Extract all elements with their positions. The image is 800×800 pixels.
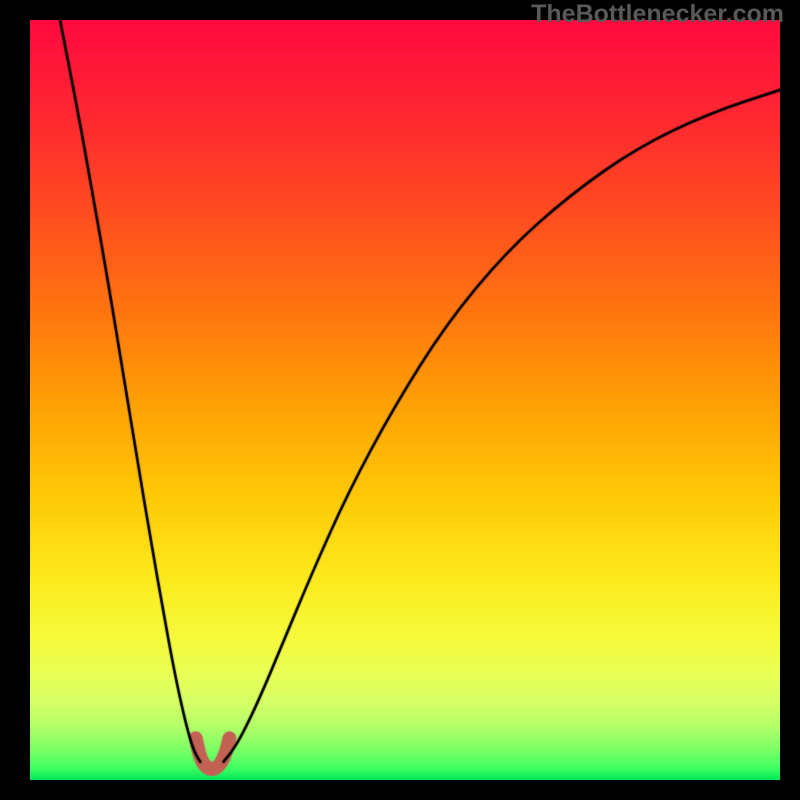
bottleneck-curve [30, 20, 780, 780]
chart-stage: TheBottlenecker.com [0, 0, 800, 800]
plot-area [30, 20, 780, 780]
